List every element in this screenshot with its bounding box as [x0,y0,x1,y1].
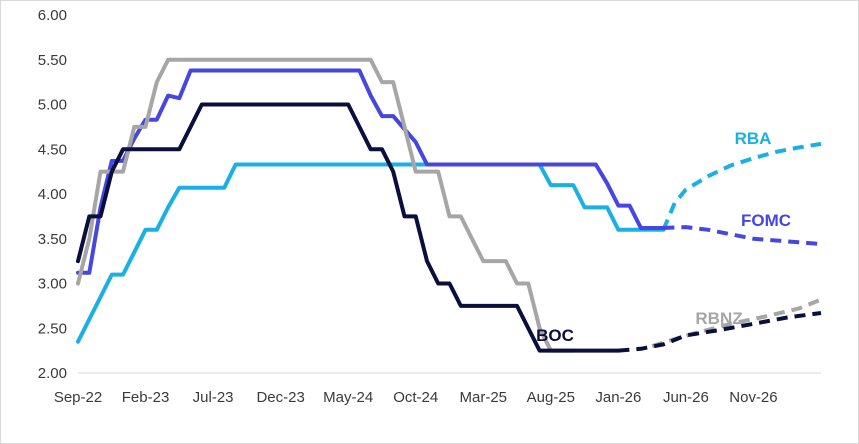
series-label-boc: BOC [536,326,574,345]
series-line-boc [76,102,621,353]
series-forecast-fomc [663,225,822,247]
series-line-rba [76,162,666,344]
y-tick-label: 5.50 [38,52,67,69]
x-tick-label: May-24 [323,389,373,406]
series-forecast-boc [618,311,822,353]
x-tick-label: Sep-22 [54,389,102,406]
y-tick-label: 5.00 [38,97,67,114]
x-tick-label: Dec-23 [256,389,304,406]
y-tick-label: 3.50 [38,231,67,248]
series-line-rbnz [76,57,576,353]
y-tick-label: 2.50 [38,320,67,337]
x-tick-label: Aug-25 [527,389,575,406]
y-tick-label: 3.00 [38,276,67,293]
x-tick-label: Nov-26 [729,389,777,406]
y-tick-label: 4.00 [38,186,67,203]
y-tick-label: 6.00 [38,7,67,24]
series-forecast-rba [661,141,822,231]
series-layer [76,57,822,353]
y-tick-label: 2.00 [38,365,67,382]
x-tick-label: Feb-23 [122,389,170,406]
x-tick-label: Oct-24 [393,389,438,406]
x-axis: Sep-22 Feb-23 Jul-23 Dec-23 May-24 Oct-24 Mar-… [54,372,821,406]
x-tick-label: Mar-25 [460,389,508,406]
y-axis: 6.00 5.50 5.00 4.50 4.00 3.50 3.00 2.50 2.00 [38,7,67,382]
y-tick-label: 4.50 [38,141,67,158]
series-label-rbnz: RBNZ [695,309,742,328]
series-label-rba: RBA [735,129,772,148]
series-line-fomc [76,68,666,275]
series-labels: RBA FOMC RBNZ BOC [536,129,791,345]
x-tick-label: Jul-23 [193,389,234,406]
series-label-fomc: FOMC [741,211,791,230]
x-tick-label: Jan-26 [595,389,641,406]
x-tick-label: Jun-26 [663,389,709,406]
